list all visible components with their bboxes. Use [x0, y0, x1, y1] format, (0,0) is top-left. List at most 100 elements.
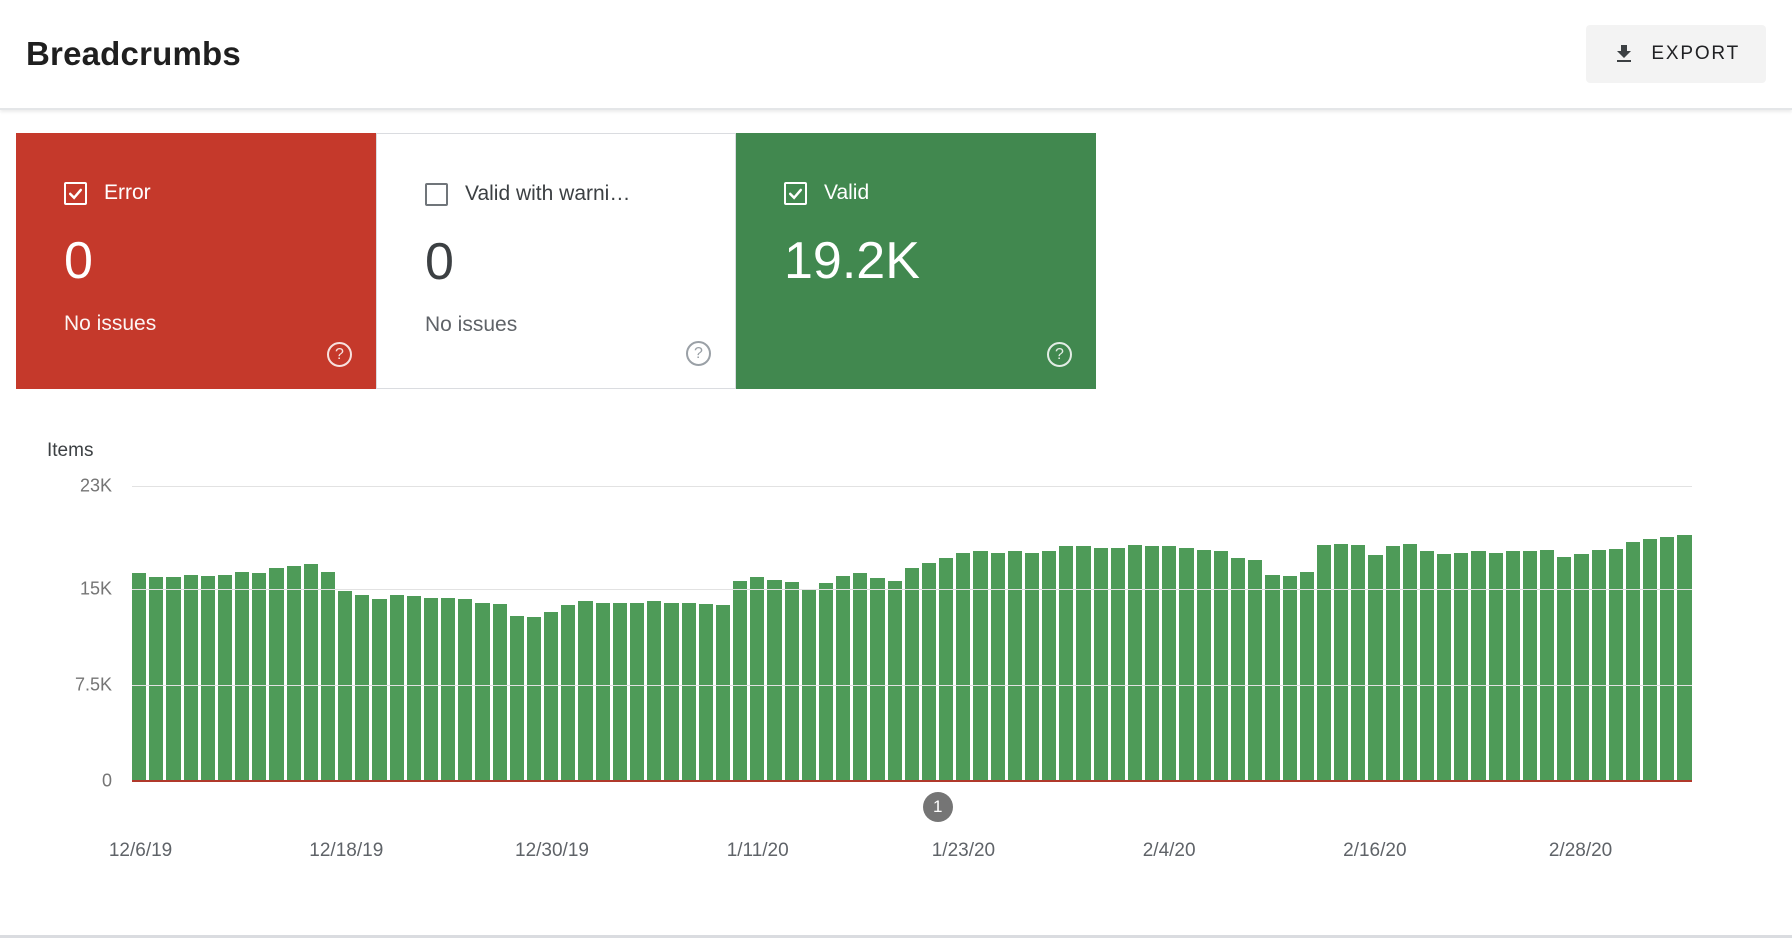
help-icon[interactable]: ?: [686, 341, 711, 366]
annotation-label: 1: [932, 797, 943, 816]
chart-bar: [320, 571, 336, 781]
chart-bar: [1127, 545, 1143, 781]
chart-bar: [578, 601, 593, 781]
y-axis-tick-label: 0: [101, 770, 112, 791]
status-cards-row: Error 0 No issues ? Valid with warnings …: [16, 133, 1096, 389]
chart-bar: [1231, 557, 1246, 781]
chart-bar: [1059, 546, 1074, 781]
chart-bar: [423, 597, 439, 781]
chart-bar: [887, 580, 902, 781]
items-chart-plot: 1: [132, 486, 1692, 822]
chart-bar: [939, 557, 954, 781]
chart-bar: [1643, 538, 1658, 781]
valid-with-warnings-card[interactable]: Valid with warnings 0 No issues ?: [376, 133, 736, 389]
chart-bar: [1608, 548, 1623, 781]
chart-bar: [1162, 546, 1177, 781]
chart-bar: [1213, 551, 1228, 781]
chart-bar: [1419, 551, 1435, 781]
chart-bar: [509, 615, 524, 781]
chart-bar: [1437, 553, 1452, 781]
x-axis-tick-label: 1/11/20: [726, 840, 789, 861]
chart-bar: [1625, 542, 1641, 781]
chart-bar: [406, 596, 421, 781]
x-axis-tick-label: 2/28/20: [1548, 840, 1613, 861]
download-icon: [1612, 42, 1636, 66]
chart-bar: [1282, 575, 1297, 781]
chart-bar: [389, 595, 404, 781]
warnings-count: 0: [425, 233, 454, 291]
bars-container: [132, 486, 1692, 781]
chart-bar: [458, 598, 473, 781]
chart-bar: [132, 573, 147, 781]
chart-bar: [561, 605, 576, 781]
chart-bar: [1196, 550, 1211, 781]
valid-card[interactable]: Valid 19.2K ?: [736, 133, 1096, 389]
chart-bar: [1093, 547, 1108, 781]
chart-bar: [1540, 550, 1555, 781]
chart-bar: [441, 597, 456, 781]
chart-bar: [1385, 546, 1400, 781]
chart-bar: [715, 605, 731, 781]
export-button[interactable]: EXPORT: [1586, 25, 1766, 83]
chart-bar: [1316, 545, 1332, 781]
error-count: 0: [64, 232, 93, 290]
chart-bar: [544, 611, 559, 781]
chart-y-axis-title: Items: [47, 440, 94, 461]
annotation-marker[interactable]: 1: [922, 792, 953, 822]
chart-bar: [475, 602, 490, 781]
chart-bar: [767, 579, 782, 781]
chart-bar: [183, 574, 198, 781]
chart-bar: [1522, 551, 1538, 781]
x-axis-tick-label: 2/4/20: [1142, 840, 1196, 861]
chart-bar: [492, 604, 507, 781]
page-title: Breadcrumbs: [26, 35, 241, 72]
valid-count: 19.2K: [784, 232, 920, 290]
chart-bar: [1591, 550, 1606, 781]
chart-bar: [595, 602, 610, 781]
warnings-subtext: No issues: [425, 313, 518, 337]
chart-bar: [235, 571, 250, 781]
chart-bar: [1368, 555, 1383, 781]
chart-bar: [956, 552, 971, 781]
chart-bar: [252, 573, 267, 781]
chart-bar: [921, 562, 937, 781]
help-icon[interactable]: ?: [1047, 342, 1072, 367]
x-axis-tick-label: 12/30/19: [515, 840, 589, 861]
chart-bar: [1299, 571, 1314, 781]
chart-bar: [1505, 551, 1520, 781]
chart-bar: [1471, 551, 1486, 781]
chart-bar: [200, 575, 215, 781]
page-header: Breadcrumbs EXPORT: [0, 0, 1792, 110]
chart-bar: [698, 604, 713, 781]
chart-bar: [1024, 552, 1040, 781]
chart-bar: [1076, 546, 1091, 781]
error-card[interactable]: Error 0 No issues ?: [16, 133, 376, 389]
x-axis: 12/6/19 12/18/19 12/30/19 1/11/20 1/23/20 2/4…: [109, 840, 1692, 870]
chart-bar: [303, 564, 318, 781]
chart-bar: [733, 580, 748, 781]
gridline: [132, 588, 1692, 590]
chart-bar: [269, 568, 284, 781]
warnings-checkbox-unchecked[interactable]: [425, 182, 448, 206]
error-checkbox-checked[interactable]: [64, 181, 87, 205]
help-icon[interactable]: ?: [327, 342, 352, 367]
y-axis: 23K 15K 7.5K 0: [0, 476, 112, 791]
valid-checkbox-checked[interactable]: [784, 181, 807, 205]
chart-bar: [629, 602, 645, 781]
chart-bar: [1677, 534, 1692, 781]
chart-bar: [217, 574, 233, 781]
chart-bar: [904, 568, 919, 781]
x-axis-tick-label: 12/18/19: [309, 840, 384, 861]
y-axis-tick-label: 23K: [79, 475, 112, 496]
x-axis-tick-label: 1/23/20: [931, 840, 996, 861]
chart-bar: [338, 591, 353, 781]
bottom-divider: [0, 935, 1792, 938]
chart-bar: [1351, 545, 1366, 781]
chart-bar: [664, 602, 679, 781]
error-subtext: No issues: [64, 312, 157, 336]
chart-bar: [990, 552, 1005, 781]
chart-bar: [1145, 546, 1160, 781]
chart-bar: [750, 577, 765, 781]
export-button-label: EXPORT: [1651, 43, 1740, 64]
chart-bar: [870, 578, 885, 781]
